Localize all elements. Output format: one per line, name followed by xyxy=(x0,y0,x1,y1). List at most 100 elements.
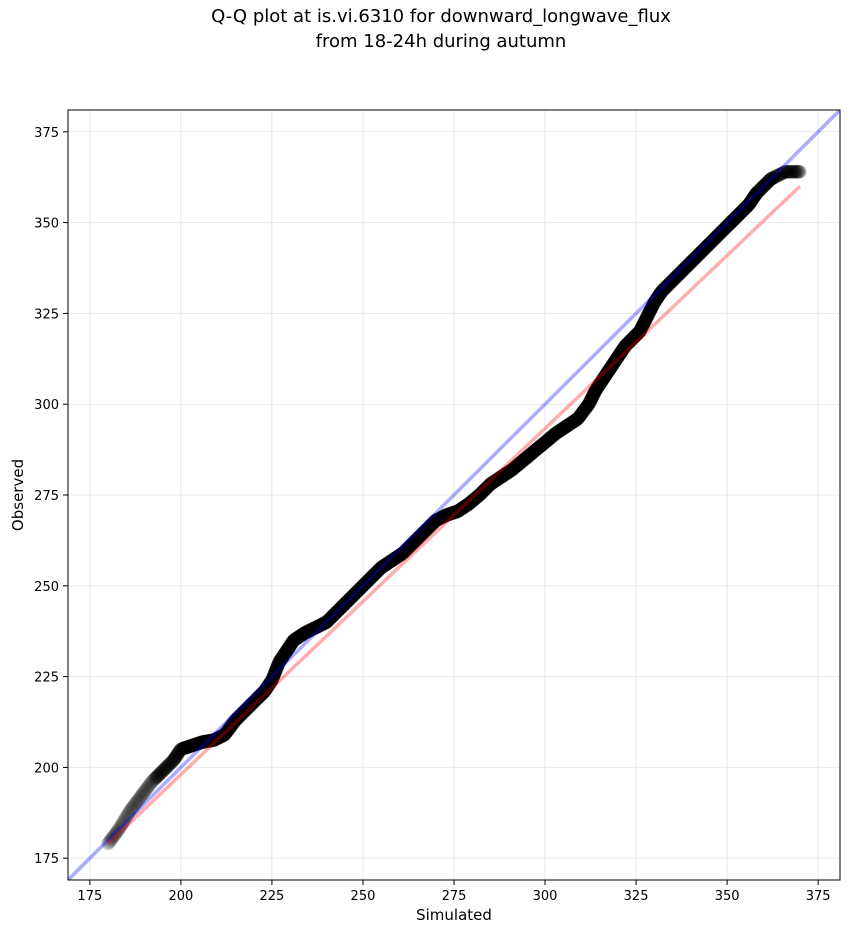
data-point xyxy=(713,225,728,240)
data-point xyxy=(537,436,552,450)
data-point xyxy=(263,675,278,689)
data-point xyxy=(759,176,774,191)
data-point xyxy=(437,509,451,524)
data-point xyxy=(716,222,731,237)
data-point xyxy=(430,512,445,527)
data-point xyxy=(448,505,463,519)
data-point xyxy=(443,506,458,521)
data-point xyxy=(130,794,145,809)
data-point xyxy=(528,443,542,458)
data-point xyxy=(256,685,271,700)
data-point xyxy=(749,186,764,200)
data-point xyxy=(302,623,317,638)
data-point xyxy=(529,443,543,457)
data-point xyxy=(785,164,799,179)
data-point xyxy=(246,695,261,709)
data-point xyxy=(581,397,596,412)
data-point xyxy=(738,201,753,215)
data-point xyxy=(368,566,383,580)
data-point xyxy=(257,684,272,699)
data-point xyxy=(629,328,643,343)
data-point xyxy=(226,715,241,730)
data-point xyxy=(349,585,364,600)
data-point xyxy=(519,450,534,465)
data-point xyxy=(547,427,562,442)
data-point xyxy=(714,224,729,239)
data-point xyxy=(149,770,164,785)
data-point xyxy=(156,763,171,778)
y-tick-label: 325 xyxy=(34,307,59,322)
data-point xyxy=(255,686,270,700)
data-point xyxy=(594,374,609,389)
data-point xyxy=(267,667,282,682)
data-point xyxy=(572,409,587,424)
data-point xyxy=(298,625,313,640)
data-point xyxy=(451,503,466,518)
data-point xyxy=(456,500,471,515)
data-point xyxy=(305,622,319,637)
data-point xyxy=(204,733,218,748)
data-point xyxy=(593,375,608,390)
data-point xyxy=(313,618,328,633)
data-point xyxy=(595,372,610,387)
data-point xyxy=(292,629,307,644)
data-point xyxy=(628,328,643,343)
data-point xyxy=(752,183,767,197)
data-point xyxy=(474,486,489,501)
data-point xyxy=(172,745,186,759)
data-point xyxy=(139,782,154,797)
data-point xyxy=(254,687,269,702)
data-point xyxy=(399,542,414,557)
data-point xyxy=(319,615,334,630)
data-point xyxy=(712,227,726,242)
data-point xyxy=(202,734,217,748)
data-point xyxy=(760,175,775,190)
data-point xyxy=(691,248,705,263)
data-point xyxy=(772,167,787,182)
data-point xyxy=(650,291,665,305)
data-point xyxy=(765,171,779,186)
data-point xyxy=(230,711,245,726)
data-point xyxy=(441,507,456,522)
data-point xyxy=(252,689,267,704)
data-point xyxy=(405,537,420,551)
data-point xyxy=(668,271,683,285)
data-point xyxy=(621,335,636,350)
data-point xyxy=(786,164,801,179)
data-point xyxy=(485,475,500,490)
data-point xyxy=(469,490,484,505)
data-point xyxy=(134,788,149,803)
data-point xyxy=(748,188,762,203)
data-point xyxy=(759,176,773,191)
data-point xyxy=(228,713,243,728)
data-point xyxy=(479,480,494,495)
data-point xyxy=(143,776,158,791)
data-point xyxy=(638,312,653,327)
data-point xyxy=(135,787,150,801)
data-point xyxy=(775,166,790,181)
data-point xyxy=(332,602,347,617)
data-point xyxy=(606,357,620,372)
data-point xyxy=(587,386,602,401)
reference-line xyxy=(68,110,840,880)
data-point xyxy=(721,218,736,232)
data-point xyxy=(429,513,444,527)
data-point xyxy=(342,592,357,607)
data-point xyxy=(133,790,147,805)
data-point xyxy=(328,606,343,620)
data-point xyxy=(754,181,769,195)
data-point xyxy=(196,734,211,749)
data-point xyxy=(172,744,187,758)
data-point xyxy=(660,279,674,294)
data-point xyxy=(282,639,297,654)
data-point xyxy=(320,614,335,629)
data-point xyxy=(303,623,318,638)
x-tick-label: 350 xyxy=(715,889,740,904)
data-point xyxy=(651,289,666,304)
data-point xyxy=(289,631,304,646)
data-point xyxy=(369,565,384,580)
data-point xyxy=(261,678,276,693)
data-point xyxy=(516,453,531,468)
data-point xyxy=(641,306,656,321)
x-tick-label: 250 xyxy=(351,889,376,904)
